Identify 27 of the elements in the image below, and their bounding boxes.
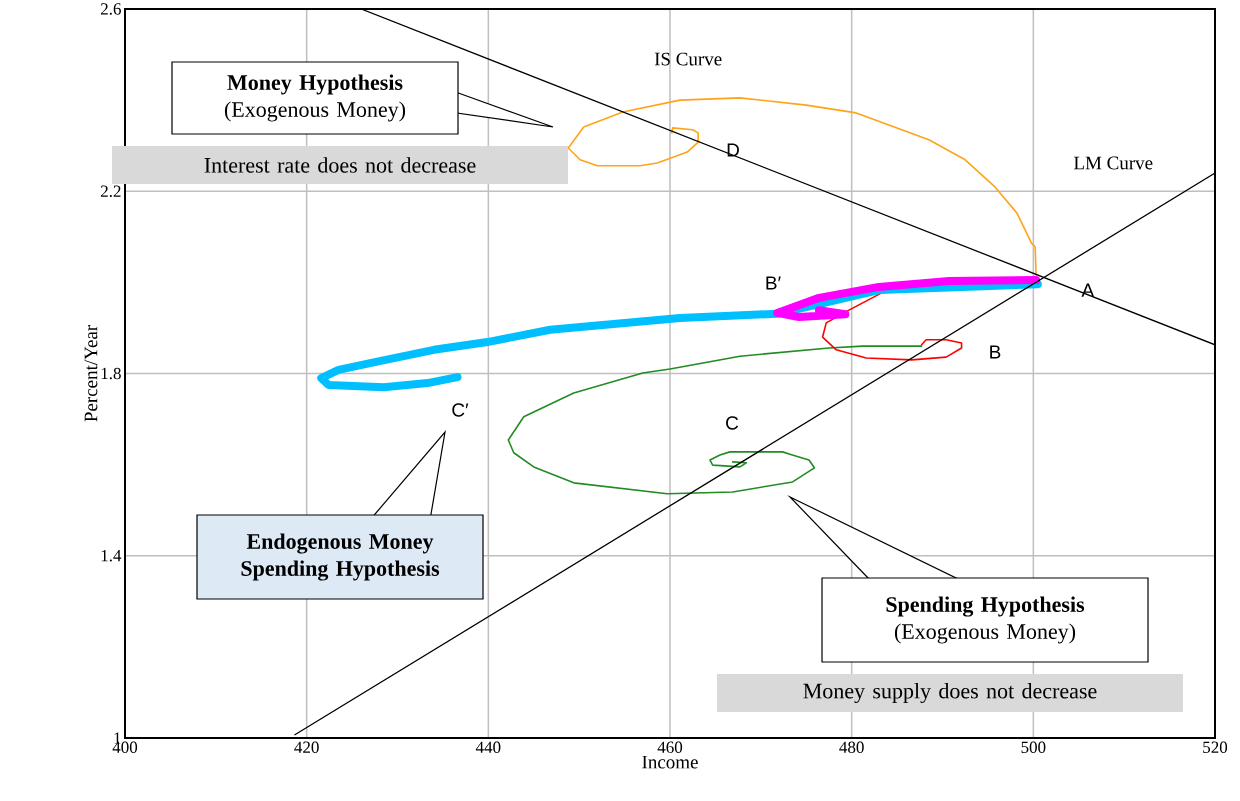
line-series <box>567 97 1037 276</box>
annotation: Interest rate does not decrease <box>204 157 476 173</box>
y-axis-title: Percent/Year <box>84 325 98 422</box>
annotation: C′ <box>452 403 469 417</box>
annotation: B <box>990 345 1001 359</box>
x-tick-label: 520 <box>1203 741 1228 754</box>
text: IS Curve <box>654 52 722 66</box>
x-tick-label: 440 <box>475 741 501 754</box>
x-axis-title: Income <box>642 755 698 769</box>
annotation: B′ <box>766 276 781 290</box>
annotation: D <box>727 143 739 157</box>
y-tick-label: 2.2 <box>100 185 121 197</box>
x-tick-label: 420 <box>294 741 319 754</box>
y-tick-label: 1.8 <box>101 367 121 380</box>
x-tick-label: 480 <box>839 741 864 754</box>
x-tick-label: 500 <box>1021 741 1046 754</box>
annotation: Spending Hypothesis (Exogenous Money) <box>886 596 1085 644</box>
y-tick-label: 1.4 <box>101 550 122 562</box>
annotation: C <box>726 416 739 430</box>
series-label: LM Curve <box>1073 156 1153 170</box>
annotation: A <box>1081 283 1095 297</box>
y-tick-label: 2.6 <box>100 3 121 15</box>
x-tick-label: 460 <box>657 741 683 754</box>
annotation: Money supply does not decrease <box>803 683 1097 704</box>
line-series <box>507 345 923 495</box>
annotation: Endogenous Money Spending Hypothesis <box>241 533 440 581</box>
annotation: Money Hypothesis (Exogenous Money) <box>224 74 406 122</box>
